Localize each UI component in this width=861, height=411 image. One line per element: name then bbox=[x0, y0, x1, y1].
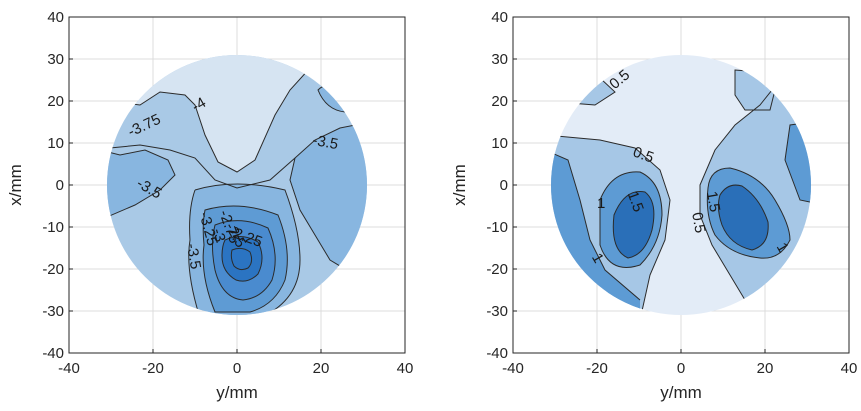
contour-line bbox=[551, 134, 671, 315]
contour-line bbox=[289, 157, 367, 291]
x-tick-label: -20 bbox=[586, 360, 608, 377]
contour-label: -3.5 bbox=[311, 132, 339, 153]
x-axis-label: y/mm bbox=[216, 383, 258, 402]
y-tick-label: -20 bbox=[486, 261, 508, 278]
x-axis-label: y/mm bbox=[660, 383, 702, 402]
level-band-left-core bbox=[613, 191, 654, 258]
contour-line bbox=[699, 79, 811, 301]
x-tick-label: -40 bbox=[502, 360, 524, 377]
y-tick-label: 20 bbox=[491, 93, 508, 110]
y-axis-label: x/mm bbox=[450, 164, 469, 206]
x-tick-label: 0 bbox=[233, 360, 241, 377]
level-band-left bbox=[107, 150, 175, 220]
x-tick-label: 0 bbox=[677, 360, 685, 377]
plot-left: -4-3.75-3.5-3.5-3.5-3.25-3-2.75-2.5-2.25… bbox=[6, 9, 413, 402]
y-tick-label: -40 bbox=[42, 345, 64, 362]
contour-line bbox=[109, 119, 367, 189]
contour-label: 1.5 bbox=[624, 189, 647, 214]
y-tick-label: 0 bbox=[500, 177, 508, 194]
contour-fill-left bbox=[107, 55, 367, 315]
x-tick-label: 40 bbox=[397, 360, 414, 377]
contour-line bbox=[202, 205, 288, 313]
y-tick-label: 10 bbox=[47, 135, 64, 152]
contour-line bbox=[107, 149, 176, 221]
contour-line bbox=[107, 67, 367, 173]
y-tick-label: -30 bbox=[486, 303, 508, 320]
contour-label: -3.5 bbox=[183, 242, 204, 270]
level-band-top bbox=[107, 55, 367, 172]
y-tick-label: 40 bbox=[47, 9, 64, 26]
contour-fill-right bbox=[551, 55, 811, 315]
level-band-right-edge bbox=[785, 120, 811, 205]
x-tick-label: -20 bbox=[142, 360, 164, 377]
contour-line bbox=[221, 236, 263, 282]
contour-line bbox=[212, 220, 276, 301]
x-tick-label: 20 bbox=[313, 360, 330, 377]
contour-line bbox=[230, 247, 253, 271]
plot-right: 0.50.51 1.511.50.51 -40 -20 0 20 40-40-30-20-… bbox=[450, 9, 857, 402]
contour-line bbox=[188, 189, 201, 315]
contour-lines-left bbox=[107, 67, 367, 315]
contour-line bbox=[717, 184, 769, 251]
y-tick-label: 30 bbox=[47, 51, 64, 68]
contour-line bbox=[194, 183, 301, 315]
level-band-center-4 bbox=[222, 236, 262, 282]
level-band-right-core bbox=[718, 185, 769, 250]
contour-label: 0.5 bbox=[631, 144, 656, 167]
contour-label: 1.5 bbox=[703, 190, 723, 213]
x-tick-label: -40 bbox=[58, 360, 80, 377]
y-tick-label: -20 bbox=[42, 261, 64, 278]
contour-line bbox=[599, 171, 663, 268]
contour-line bbox=[612, 190, 655, 259]
contour-label: -3 bbox=[209, 227, 229, 244]
y-tick-label: 30 bbox=[491, 51, 508, 68]
contour-line bbox=[706, 167, 791, 259]
x-tick-label: 40 bbox=[841, 360, 858, 377]
y-tick-label: 10 bbox=[491, 135, 508, 152]
axes-left: -40 -20 0 20 40 -40 -30 -20 -10 0 10 20 30 40 y/mm x/mm bbox=[6, 9, 413, 402]
contour-line bbox=[551, 149, 641, 301]
x-tick-label: 20 bbox=[757, 360, 774, 377]
y-tick-label: 40 bbox=[491, 9, 508, 26]
y-tick-label: -10 bbox=[486, 219, 508, 236]
contour-label: 0.5 bbox=[688, 211, 708, 234]
y-tick-label: -40 bbox=[486, 345, 508, 362]
y-tick-label: -10 bbox=[42, 219, 64, 236]
y-tick-label: 20 bbox=[47, 93, 64, 110]
y-tick-label: 0 bbox=[56, 177, 64, 194]
axes-right: -40 -20 0 20 40 -40 -30 -20 -10 0 10 20 30 40 y/mm x/mm bbox=[450, 9, 857, 402]
contour-lines-right bbox=[551, 69, 811, 315]
contour-label: 1 bbox=[597, 195, 605, 212]
y-tick-label: -30 bbox=[42, 303, 64, 320]
y-axis-label: x/mm bbox=[6, 164, 25, 206]
